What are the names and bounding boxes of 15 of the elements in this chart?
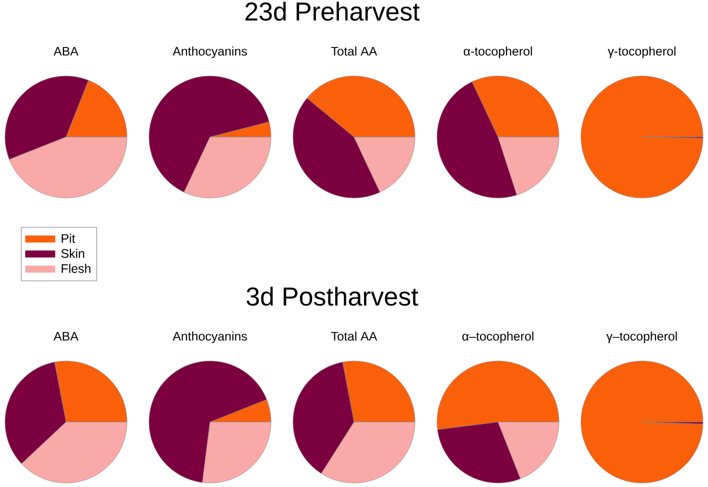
chart-title: ABA <box>54 46 78 56</box>
legend-label: Flesh <box>62 264 90 273</box>
chart-title: α-tocopherol <box>464 46 532 58</box>
chart-title: γ–tocopherol <box>606 331 677 344</box>
chart-title: Anthocyanins <box>172 46 247 58</box>
chart-title: Anthocyanins <box>172 331 247 344</box>
chart-title: Total AA <box>331 46 378 56</box>
chart-title: α–tocopherol <box>462 331 534 344</box>
legend-label: Skin <box>61 248 84 258</box>
chart-title: Total AA <box>331 331 378 341</box>
chart-title: γ-tocopherol <box>608 46 676 58</box>
text: 23d Preharvest <box>245 2 420 21</box>
legend-label: Pit <box>62 234 76 243</box>
chart-title: ABA <box>54 332 78 341</box>
text: 3d Postharvest <box>246 286 418 306</box>
